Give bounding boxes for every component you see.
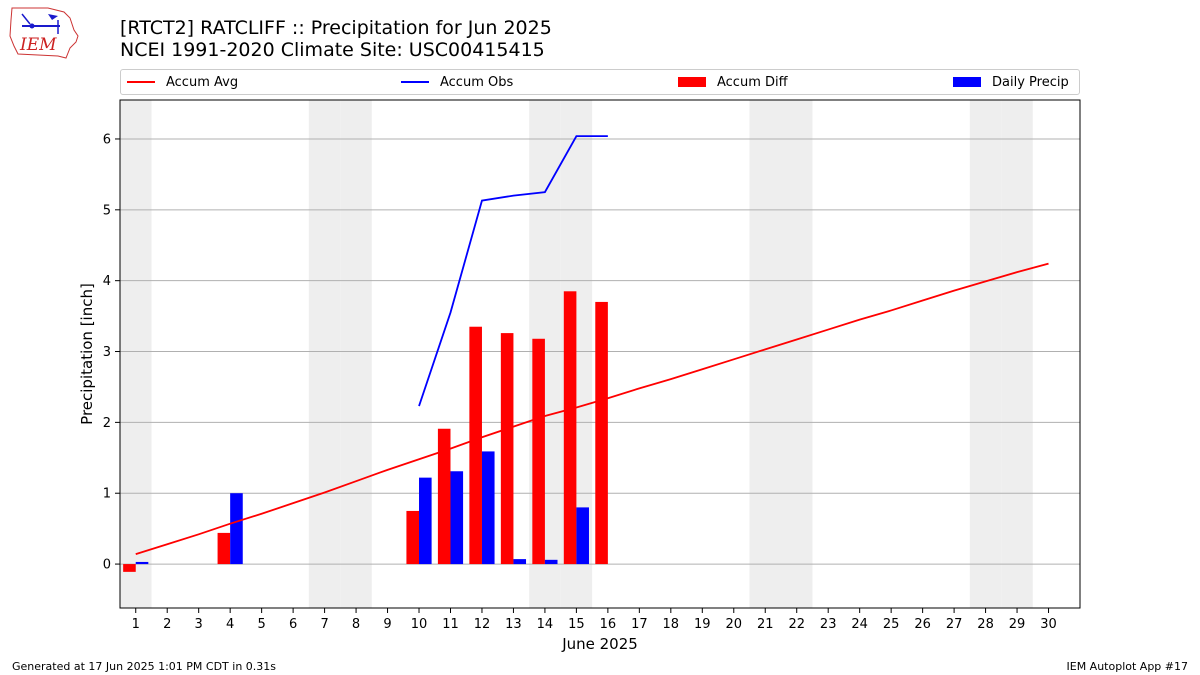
bar-accum-diff-16 [595, 301, 608, 565]
x-tick-label-24: 24 [851, 617, 868, 632]
x-tick-label-23: 23 [820, 617, 837, 632]
x-tick-label-18: 18 [663, 617, 680, 632]
x-tick-label-3: 3 [195, 617, 203, 632]
legend-swatch-daily-precip [953, 77, 981, 87]
x-tick-label-8: 8 [352, 617, 360, 632]
x-tick-label-4: 4 [226, 617, 234, 632]
logo-text: IEM [19, 35, 57, 55]
weekend-band-1 [120, 100, 152, 608]
chart-subtitle: NCEI 1991-2020 Climate Site: USC00415415 [120, 39, 545, 61]
y-tick-label-3: 3 [103, 345, 111, 360]
bar-accum-diff-12 [469, 326, 482, 565]
y-tick-label-5: 5 [103, 203, 111, 218]
y-tick-label-0: 0 [103, 558, 111, 573]
legend-item-accum-avg: Accum Avg [127, 70, 238, 94]
x-tick-label-28: 28 [977, 617, 994, 632]
x-tick-label-20: 20 [725, 617, 742, 632]
y-tick-label-6: 6 [103, 132, 111, 147]
legend-label-accum-obs: Accum Obs [440, 74, 514, 90]
x-tick-label-17: 17 [631, 617, 648, 632]
x-tick-label-29: 29 [1009, 617, 1026, 632]
legend-label-accum-avg: Accum Avg [166, 74, 239, 90]
x-tick-label-5: 5 [257, 617, 265, 632]
bar-daily-precip-13 [513, 559, 527, 565]
weekend-band-29 [1001, 100, 1033, 608]
y-tick-label-2: 2 [103, 416, 111, 431]
legend-swatch-accum-diff [678, 77, 706, 87]
bar-accum-diff-10 [406, 510, 420, 565]
legend-item-accum-diff: Accum Diff [678, 70, 788, 94]
x-axis-label: June 2025 [561, 635, 638, 653]
x-tick-label-2: 2 [163, 617, 171, 632]
x-tick-label-30: 30 [1040, 617, 1057, 632]
x-tick-label-10: 10 [411, 617, 428, 632]
legend-swatch-accum-avg [127, 81, 155, 83]
bar-accum-diff-14 [532, 338, 545, 565]
legend-item-daily-precip: Daily Precip [953, 70, 1069, 94]
x-tick-label-22: 22 [788, 617, 805, 632]
bar-daily-precip-10 [419, 477, 432, 565]
x-tick-label-19: 19 [694, 617, 711, 632]
iem-logo: IEM [9, 7, 79, 59]
x-tick-label-7: 7 [320, 617, 328, 632]
x-tick-label-14: 14 [537, 617, 554, 632]
weekend-band-7 [308, 100, 341, 608]
x-tick-label-16: 16 [600, 617, 617, 632]
y-tick-label-4: 4 [103, 274, 111, 289]
bar-daily-precip-4 [230, 493, 243, 565]
bar-accum-diff-13 [500, 333, 514, 565]
x-tick-label-9: 9 [383, 617, 391, 632]
x-tick-label-21: 21 [757, 617, 774, 632]
x-tick-label-6: 6 [289, 617, 297, 632]
y-axis-label: Precipitation [inch] [78, 283, 96, 425]
weekend-band-28 [969, 100, 1002, 608]
x-tick-label-12: 12 [474, 617, 491, 632]
weekend-band-21 [749, 100, 781, 608]
weekend-band-22 [780, 100, 813, 608]
bar-accum-diff-11 [437, 428, 451, 565]
legend: Accum Avg Accum Obs Accum Diff Daily Pre… [120, 69, 1080, 95]
x-tick-label-27: 27 [946, 617, 963, 632]
legend-label-daily-precip: Daily Precip [992, 74, 1069, 90]
plot-frame [119, 99, 1081, 609]
bar-accum-diff-1 [123, 564, 136, 572]
x-tick-label-26: 26 [914, 617, 931, 632]
bar-daily-precip-11 [450, 471, 464, 565]
y-tick-label-1: 1 [103, 487, 111, 502]
line-accum-obs [418, 135, 608, 407]
x-tick-label-15: 15 [568, 617, 585, 632]
line-accum-avg [135, 262, 1049, 556]
weekend-band-8 [340, 100, 372, 608]
bar-accum-diff-15 [563, 291, 577, 565]
x-tick-label-13: 13 [505, 617, 522, 632]
bar-daily-precip-14 [544, 559, 558, 565]
bar-daily-precip-12 [481, 451, 495, 565]
bar-daily-precip-15 [576, 507, 589, 565]
bar-daily-precip-1 [135, 561, 149, 565]
bar-accum-diff-4 [217, 532, 231, 565]
x-tick-label-25: 25 [883, 617, 900, 632]
legend-item-accum-obs: Accum Obs [401, 70, 513, 94]
generated-timestamp: Generated at 17 Jun 2025 1:01 PM CDT in … [12, 660, 277, 673]
legend-swatch-accum-obs [401, 81, 429, 83]
chart-title: [RTCT2] RATCLIFF :: Precipitation for Ju… [120, 17, 552, 39]
x-tick-label-1: 1 [132, 617, 140, 632]
x-tick-label-11: 11 [442, 617, 459, 632]
legend-label-accum-diff: Accum Diff [717, 74, 788, 90]
app-credit: IEM Autoplot App #17 [1066, 660, 1189, 673]
